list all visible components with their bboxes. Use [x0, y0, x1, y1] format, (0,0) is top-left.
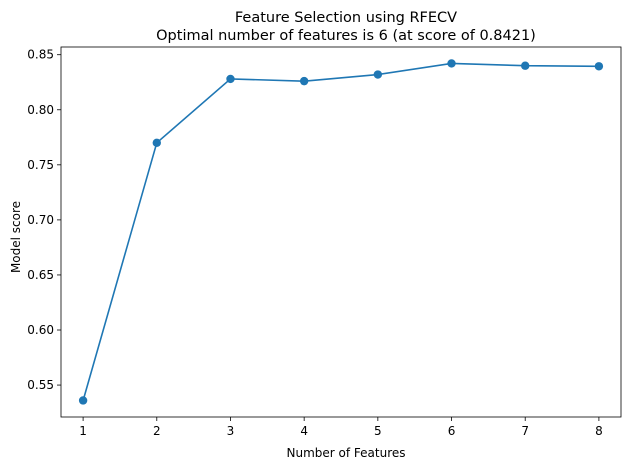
data-point [152, 138, 161, 148]
y-tick-label: 0.65 [27, 268, 54, 282]
chart-subtitle: Optimal number of features is 6 (at scor… [156, 28, 536, 44]
x-axis-ticks: 1 2 3 4 5 6 7 8 [79, 417, 603, 438]
x-axis-label: Number of Features [287, 446, 406, 460]
y-tick-label: 0.75 [27, 158, 54, 172]
plot-frame [60, 46, 622, 418]
y-tick-label: 0.60 [27, 323, 54, 337]
y-tick-label: 0.85 [27, 48, 54, 62]
data-point [447, 59, 456, 68]
series-line-group [78, 59, 604, 405]
x-tick-label: 8 [595, 424, 603, 438]
x-tick-label: 5 [374, 424, 382, 438]
data-point [226, 74, 235, 84]
data-point [521, 61, 530, 70]
x-tick-label: 1 [79, 424, 87, 438]
x-tick-label: 3 [227, 424, 235, 438]
data-point [594, 62, 604, 71]
y-tick-label: 0.55 [27, 378, 54, 392]
data-point [373, 70, 383, 79]
series-line [82, 62, 599, 401]
y-axis-ticks: 0.55 0.60 0.65 0.70 0.75 0.80 0.85 [27, 48, 61, 392]
plot-area [60, 46, 622, 418]
y-axis-label: Model score [9, 201, 23, 273]
y-tick-label: 0.70 [27, 213, 54, 227]
data-point [299, 76, 309, 86]
x-tick-label: 7 [521, 424, 529, 438]
y-tick-label: 0.80 [27, 103, 54, 117]
x-tick-label: 2 [153, 424, 161, 438]
x-tick-label: 4 [300, 424, 308, 438]
data-point [78, 396, 88, 405]
x-tick-label: 6 [448, 424, 456, 438]
chart-title: Feature Selection using RFECV [235, 10, 457, 26]
